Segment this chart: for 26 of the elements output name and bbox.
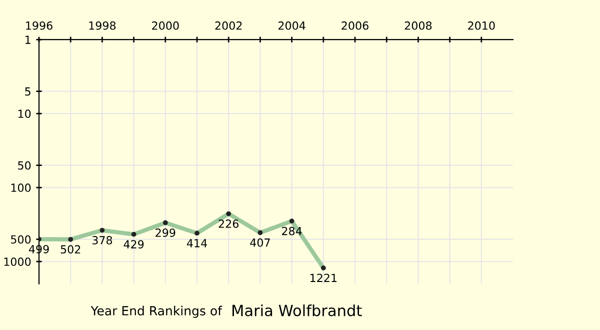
- y-tick-label: 5: [25, 87, 30, 96]
- x-tick-label: 2004: [278, 21, 306, 30]
- data-label: 378: [92, 236, 112, 244]
- x-tick-label: 2006: [342, 21, 368, 30]
- x-tick-label: 1996: [26, 21, 52, 30]
- x-tick-label: 2002: [215, 21, 242, 30]
- x-tick-label: 2000: [152, 21, 179, 30]
- data-label: 226: [218, 220, 239, 228]
- text: Year End Rankings of: [90, 306, 222, 318]
- y-tick-label: 50: [18, 161, 31, 170]
- data-label: 299: [156, 228, 176, 237]
- x-tick-label: 1998: [89, 21, 116, 30]
- y-tick-label: 100: [11, 184, 31, 192]
- x-tick-label: 2008: [404, 21, 432, 30]
- y-tick-label: 1000: [4, 258, 31, 266]
- data-label: 407: [250, 238, 270, 247]
- data-label: 284: [282, 226, 302, 236]
- y-tick-label: 10: [18, 110, 31, 118]
- text: Maria Wolfbrandt: [232, 304, 362, 316]
- data-label: 429: [124, 240, 144, 248]
- x-tick-label: 2010: [468, 21, 495, 30]
- y-tick-label: 1: [26, 36, 30, 44]
- y-tick-label: 500: [11, 235, 31, 244]
- data-label: 1221: [310, 274, 337, 282]
- data-label: 502: [60, 245, 80, 254]
- data-label: 414: [186, 239, 207, 248]
